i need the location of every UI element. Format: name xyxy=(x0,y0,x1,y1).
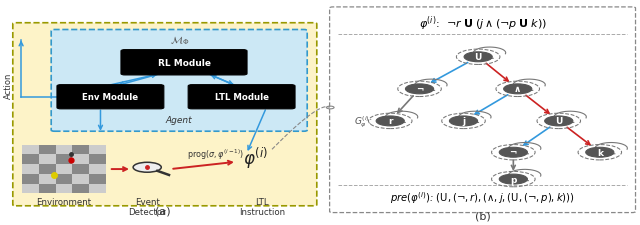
Bar xyxy=(72,155,89,164)
Bar xyxy=(89,164,106,174)
Text: p: p xyxy=(510,175,516,184)
Bar xyxy=(56,155,72,164)
Bar xyxy=(72,184,89,194)
Bar xyxy=(56,145,72,155)
Bar xyxy=(72,164,89,174)
Text: $pre(\varphi^{(i)})$: $(\mathsf{U},(\neg,r),(\wedge,j,(\mathsf{U},(\neg,p),k)))$: $pre(\varphi^{(i)})$: $(\mathsf{U},(\neg… xyxy=(390,189,575,205)
FancyBboxPatch shape xyxy=(57,85,164,109)
FancyBboxPatch shape xyxy=(51,30,307,132)
FancyBboxPatch shape xyxy=(121,50,247,76)
Circle shape xyxy=(449,117,477,126)
Bar xyxy=(72,174,89,184)
Text: RL Module: RL Module xyxy=(157,58,211,68)
Bar xyxy=(89,145,106,155)
Bar xyxy=(22,145,39,155)
Text: $\varphi^{(i)}$:  $\neg r\;\mathbf{U}\;(j \wedge (\neg p\;\mathbf{U}\; k))$: $\varphi^{(i)}$: $\neg r\;\mathbf{U}\;(j… xyxy=(419,15,547,33)
Text: j: j xyxy=(462,117,465,126)
Text: Event
Detector: Event Detector xyxy=(129,197,166,216)
Text: Agent: Agent xyxy=(166,116,193,125)
Circle shape xyxy=(545,117,573,126)
Bar xyxy=(89,155,106,164)
Bar xyxy=(39,145,56,155)
Text: Environment: Environment xyxy=(36,197,92,206)
Text: k: k xyxy=(597,148,603,157)
Text: ¬: ¬ xyxy=(416,85,423,94)
Text: r: r xyxy=(388,117,392,126)
Bar xyxy=(56,164,72,174)
Circle shape xyxy=(504,85,532,94)
Text: $\mathcal{M}_\Phi$: $\mathcal{M}_\Phi$ xyxy=(170,34,189,47)
Bar xyxy=(22,164,39,174)
Bar xyxy=(89,174,106,184)
Bar xyxy=(22,184,39,194)
Text: Action: Action xyxy=(4,72,13,99)
Bar xyxy=(39,155,56,164)
Text: $\varphi^{(i)}$: $\varphi^{(i)}$ xyxy=(243,145,268,170)
Text: Env Module: Env Module xyxy=(83,93,138,102)
Circle shape xyxy=(133,162,161,172)
FancyBboxPatch shape xyxy=(330,8,636,213)
Text: LTL
Instruction: LTL Instruction xyxy=(239,197,285,216)
Text: (a): (a) xyxy=(156,206,171,216)
Bar xyxy=(72,145,89,155)
Text: ¬: ¬ xyxy=(509,148,517,157)
Bar xyxy=(22,174,39,184)
Text: LTL Module: LTL Module xyxy=(214,93,269,102)
Bar xyxy=(56,184,72,194)
Text: U: U xyxy=(474,53,482,62)
Text: ∧: ∧ xyxy=(514,85,522,94)
Text: $\mathrm{prog}(\sigma,\varphi^{(i-1)})$: $\mathrm{prog}(\sigma,\varphi^{(i-1)})$ xyxy=(188,147,244,162)
Bar xyxy=(39,164,56,174)
Bar xyxy=(56,174,72,184)
Circle shape xyxy=(406,85,434,94)
Circle shape xyxy=(376,117,404,126)
Circle shape xyxy=(499,174,527,184)
Circle shape xyxy=(464,53,492,63)
FancyBboxPatch shape xyxy=(188,85,295,109)
Bar xyxy=(22,155,39,164)
Circle shape xyxy=(499,148,527,157)
Text: (b): (b) xyxy=(475,211,490,221)
Circle shape xyxy=(586,148,614,157)
Text: U: U xyxy=(555,117,563,126)
Bar xyxy=(39,174,56,184)
Bar xyxy=(89,184,106,194)
Text: $G_\varphi^{(i)}$:: $G_\varphi^{(i)}$: xyxy=(353,114,372,129)
FancyBboxPatch shape xyxy=(13,24,317,206)
Bar xyxy=(39,184,56,194)
